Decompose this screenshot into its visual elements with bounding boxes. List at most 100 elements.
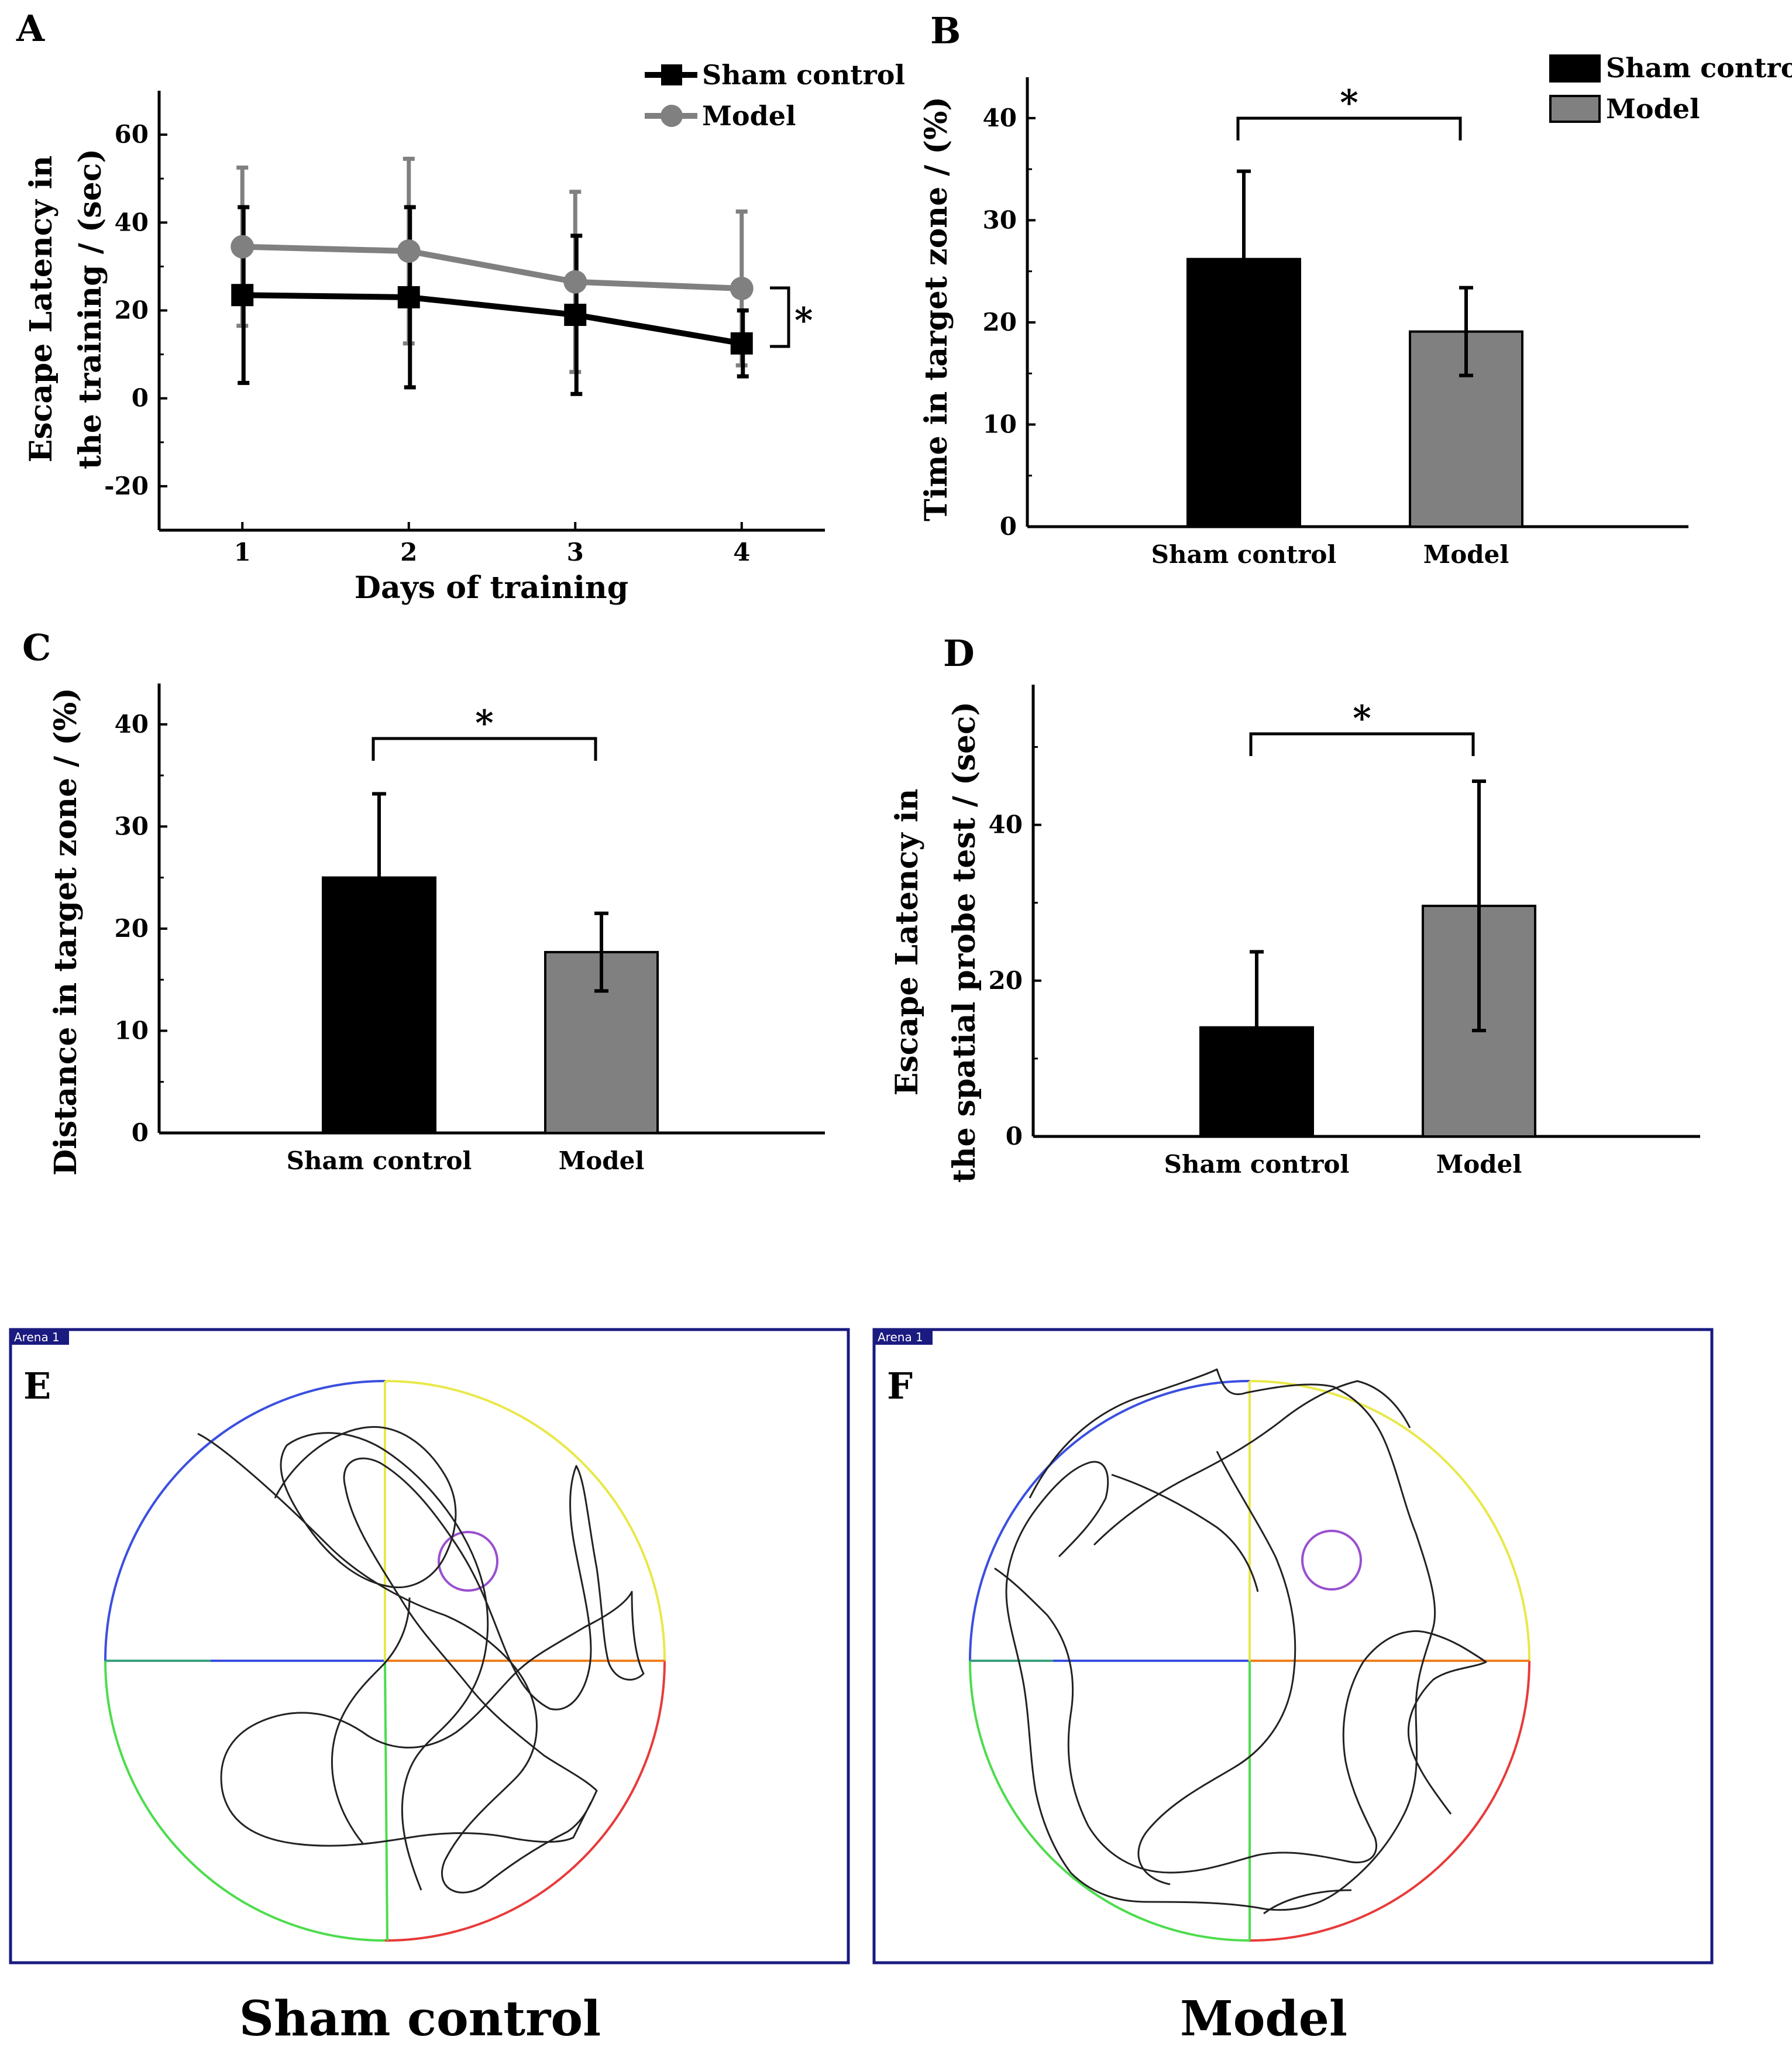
panel-f-swim-track: Arena 1 F Model: [872, 1328, 1714, 2047]
panel-c-chart: 0 10 20 30 40 Sham control Model *: [115, 684, 825, 1175]
panel-d-y-axis-title-line2: the spatial probe test / (sec): [947, 702, 982, 1183]
quadrant-arc-top-left: [104, 1380, 386, 1661]
panel-c-significance-bracket: [372, 737, 597, 761]
panel-a-point-sham: [397, 286, 420, 308]
panel-letter-b: B: [930, 9, 961, 52]
panel-a-y-tick-label: 40: [115, 208, 149, 236]
panel-a-significance-bracket: [770, 286, 790, 348]
panel-d-y-tick-label: 20: [989, 966, 1023, 995]
quadrant-arc-top-right: [1249, 1380, 1530, 1661]
legend-marker-model: [661, 105, 683, 127]
panel-a-point-model: [563, 270, 587, 294]
panel-c-y-tick-label: 10: [115, 1016, 149, 1045]
panel-a-y-axis-title-line1: Escape Latency in: [23, 156, 59, 463]
panel-c: C 0 10 20 30 40 Sham control Model * Distance i…: [22, 626, 825, 1176]
panel-b-significance-star: *: [1340, 83, 1358, 123]
panel-c-y-tick-label: 30: [115, 812, 149, 840]
panel-a: A -20 0 20 40 60 1 2 3 4 Days of training Escap…: [16, 7, 905, 606]
panel-d-y-tick-label: 40: [989, 810, 1023, 839]
quadrant-arc-bottom-right: [384, 1660, 666, 1942]
panel-c-category-label: Model: [559, 1146, 645, 1175]
panel-a-axes: [157, 91, 825, 532]
panel-a-series-line-sham: [242, 292, 742, 346]
panel-a-legend: Sham control Model: [645, 59, 905, 132]
panel-a-series: [231, 156, 754, 396]
panel-b-y-axis-title: Time in target zone / (%): [919, 97, 954, 521]
divider-bottom: [384, 1660, 388, 1941]
arena-frame: [9, 1328, 850, 1964]
arena-tag: Arena 1: [878, 1330, 923, 1344]
swim-path: [197, 1433, 645, 1894]
panel-a-point-model: [730, 276, 754, 300]
swim-path-2: [274, 1426, 489, 1891]
legend-label-sham: Sham control: [1606, 52, 1792, 84]
panel-a-point-sham: [231, 284, 254, 307]
swim-path: [994, 1368, 1487, 1911]
panel-d-chart: 0 20 40 Sham control Model *: [989, 685, 1700, 1179]
panel-b-significance-bracket: [1236, 116, 1462, 140]
panel-d-category-label: Model: [1436, 1150, 1522, 1179]
quadrant-arc-bottom-left: [969, 1660, 1250, 1942]
panel-a-point-sham: [564, 304, 587, 327]
quadrant-arc-bottom-right: [1249, 1660, 1530, 1942]
arena-tag-background: [12, 1331, 69, 1345]
panel-d-y-tick-label: 0: [1006, 1122, 1023, 1150]
target-platform: [1301, 1530, 1362, 1591]
panel-letter-a: A: [16, 7, 45, 50]
panel-a-x-tick-label: 4: [733, 538, 750, 566]
legend-label-model: Model: [702, 100, 796, 132]
panel-c-category-label: Sham control: [287, 1146, 472, 1175]
panel-a-point-model: [231, 235, 254, 259]
legend-swatch-model: [1549, 95, 1601, 123]
panel-b-legend: Sham control Model: [1549, 52, 1792, 125]
caption-model: Model: [1180, 1991, 1347, 2047]
panel-a-y-tick-label: 20: [115, 296, 149, 325]
panel-a-x-tick-label: 1: [234, 538, 251, 566]
panel-a-y-axis-title-line2: the training / (sec): [73, 149, 108, 469]
panel-b-category-label: Sham control: [1151, 540, 1337, 569]
target-platform: [438, 1531, 498, 1592]
panel-b-category-label: Model: [1423, 540, 1509, 569]
panel-letter-f: F: [887, 1365, 913, 1407]
panel-a-significance-star: *: [794, 300, 813, 341]
panel-c-y-axis-title: Distance in target zone / (%): [48, 688, 84, 1176]
legend-swatch-sham: [1549, 54, 1601, 83]
panel-a-series-line-model: [242, 243, 742, 291]
panel-c-y-tick-label: 20: [115, 914, 149, 943]
panel-b-y-tick-label: 10: [983, 410, 1017, 438]
panel-letter-c: C: [22, 626, 51, 669]
panel-a-x-ticks: 1 2 3 4: [234, 522, 750, 566]
panel-b: B 0 10 20 30 40 Sham control Model * Time in ta…: [919, 9, 1792, 569]
panel-b-y-tick-label: 40: [983, 104, 1017, 132]
panel-b-y-tick-label: 20: [983, 308, 1017, 336]
panel-letter-d: D: [943, 632, 975, 675]
arena-tag-background: [875, 1331, 933, 1345]
arena-tag: Arena 1: [14, 1330, 60, 1344]
panel-a-x-tick-label: 3: [567, 538, 584, 566]
panel-b-y-tick-label: 0: [1000, 512, 1017, 541]
panel-a-y-ticks: -20 0 20 40 60: [104, 120, 167, 500]
panel-b-y-tick-label: 30: [983, 205, 1017, 234]
panel-c-y-tick-label: 0: [132, 1118, 149, 1147]
panel-d: D 0 20 40 Sham control Model * Escape Latency…: [889, 632, 1700, 1183]
panel-d-significance-star: *: [1353, 698, 1371, 739]
caption-sham-control: Sham control: [239, 1991, 601, 2047]
panel-d-category-label: Sham control: [1164, 1150, 1350, 1179]
panel-a-y-tick-label: 60: [115, 120, 149, 149]
legend-label-model: Model: [1606, 93, 1700, 125]
panel-a-x-axis-title: Days of training: [355, 570, 628, 606]
panel-a-x-tick-label: 2: [400, 538, 417, 566]
legend-marker-sham: [661, 64, 682, 85]
legend-label-sham: Sham control: [702, 59, 905, 91]
panel-letter-e: E: [23, 1365, 51, 1407]
quadrant-arc-top-right: [384, 1380, 666, 1661]
panel-a-y-tick-label: -20: [104, 472, 149, 500]
panel-b-chart: 0 10 20 30 40 Sham control Model *: [983, 77, 1688, 569]
panel-a-point-sham: [730, 332, 753, 355]
panel-c-y-tick-label: 40: [115, 710, 149, 739]
panel-a-y-tick-label: 0: [132, 384, 149, 413]
quadrant-arc-bottom-left: [104, 1660, 386, 1942]
swim-path-2: [1093, 1380, 1411, 1915]
panel-e-swim-track: Arena 1 E Sham control: [9, 1328, 850, 2047]
